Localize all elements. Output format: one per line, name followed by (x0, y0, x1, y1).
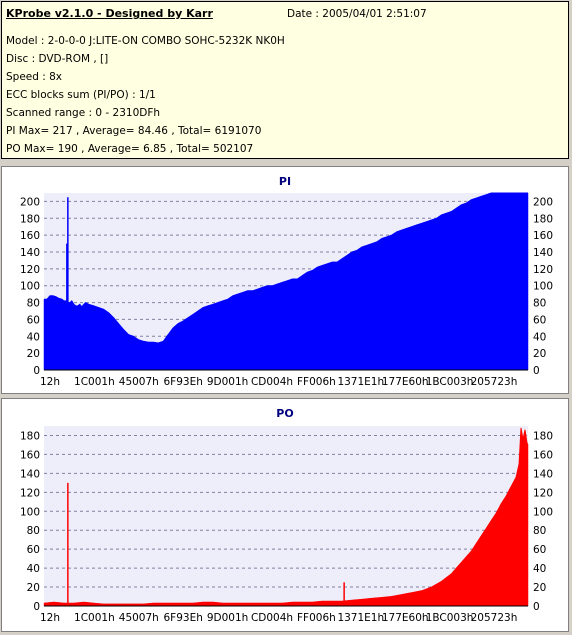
x-tick-label: 6F93Eh (164, 612, 203, 624)
y-tick-label-left: 200 (20, 196, 40, 208)
y-tick-label-right: 80 (533, 298, 546, 310)
x-tick-label: 9D001h (207, 612, 248, 624)
y-tick-label-right: 20 (533, 348, 546, 360)
y-tick-label-right: 60 (533, 314, 546, 326)
y-tick-label-right: 140 (533, 247, 553, 259)
x-tick-label: 177E60h (382, 612, 429, 624)
x-tick-label: FF006h (297, 376, 336, 388)
x-tick-label: 1371E1h (337, 376, 384, 388)
y-tick-label-left: 120 (20, 264, 40, 276)
app-title: KProbe v2.1.0 - Designed by Karr (6, 7, 213, 20)
y-tick-label-left: 60 (27, 544, 40, 556)
x-tick-label: 12h (40, 376, 60, 388)
x-tick-label: FF006h (297, 612, 336, 624)
y-tick-label-right: 60 (533, 544, 546, 556)
y-tick-label-right: 40 (533, 331, 546, 343)
x-tick-label: 9D001h (207, 376, 248, 388)
y-tick-label-left: 100 (20, 506, 40, 518)
y-tick-label-left: 100 (20, 281, 40, 293)
y-tick-label-left: 0 (33, 601, 40, 613)
pi-chart: PI 0 0 20 20 40 40 60 60 80 80 100 100 120 120 140 140 16… (20, 175, 553, 388)
x-tick-label: 1BC003h (426, 612, 474, 624)
y-tick-label-right: 180 (533, 430, 553, 442)
y-tick-label-left: 80 (27, 298, 40, 310)
info-speed: Speed : 8x (6, 71, 63, 83)
x-tick-label: 205723h (471, 376, 518, 388)
x-tick-label: 12h (40, 612, 60, 624)
scan-date: Date : 2005/04/01 2:51:07 (287, 8, 427, 20)
x-tick-label: 1BC003h (426, 376, 474, 388)
info-po-stats: PO Max= 190 , Average= 6.85 , Total= 502… (6, 143, 254, 155)
y-tick-label-left: 20 (27, 582, 40, 594)
y-tick-label-right: 120 (533, 487, 553, 499)
y-tick-label-left: 40 (27, 563, 40, 575)
y-tick-label-left: 0 (33, 365, 40, 377)
x-tick-label: 205723h (471, 612, 518, 624)
info-range: Scanned range : 0 - 2310DFh (6, 107, 161, 119)
y-tick-label-right: 100 (533, 281, 553, 293)
y-tick-label-right: 0 (533, 601, 540, 613)
y-tick-label-right: 160 (533, 449, 553, 461)
y-tick-label-left: 60 (27, 314, 40, 326)
y-tick-label-left: 160 (20, 449, 40, 461)
x-tick-label: 1C001h (74, 376, 115, 388)
y-tick-label-right: 0 (533, 365, 540, 377)
plot-area (44, 426, 528, 606)
y-tick-label-right: 40 (533, 563, 546, 575)
y-tick-label-left: 140 (20, 468, 40, 480)
y-tick-label-left: 80 (27, 525, 40, 537)
x-tick-label: 6F93Eh (164, 376, 203, 388)
po-chart: PO 0 0 20 20 40 40 60 60 80 80 100 100 120 120 140 140 16… (20, 407, 553, 624)
y-tick-label-right: 80 (533, 525, 546, 537)
y-tick-label-left: 140 (20, 247, 40, 259)
y-tick-label-left: 20 (27, 348, 40, 360)
y-tick-label-right: 100 (533, 506, 553, 518)
series-line (43, 427, 529, 605)
y-tick-label-left: 40 (27, 331, 40, 343)
x-tick-label: 45007h (119, 612, 159, 624)
x-tick-label: 177E60h (382, 376, 429, 388)
y-tick-label-left: 180 (20, 213, 40, 225)
x-tick-label: 1371E1h (337, 612, 384, 624)
po-chart-panel: PO 0 0 20 20 40 40 60 60 80 80 100 100 120 120 140 140 16… (1, 398, 569, 632)
y-tick-label-right: 160 (533, 230, 553, 242)
chart-title: PO (276, 407, 293, 420)
y-tick-label-left: 120 (20, 487, 40, 499)
y-tick-label-right: 120 (533, 264, 553, 276)
info-pi-stats: PI Max= 217 , Average= 84.46 , Total= 61… (6, 125, 262, 137)
y-tick-label-left: 180 (20, 430, 40, 442)
info-disc: Disc : DVD-ROM , [] (6, 53, 109, 65)
info-ecc: ECC blocks sum (PI/PO) : 1/1 (6, 89, 156, 101)
x-tick-label: 45007h (119, 376, 159, 388)
y-tick-label-right: 200 (533, 196, 553, 208)
series-line (44, 192, 528, 344)
x-tick-label: 1C001h (74, 612, 115, 624)
y-tick-label-left: 160 (20, 230, 40, 242)
y-tick-label-right: 20 (533, 582, 546, 594)
chart-title: PI (279, 175, 291, 188)
x-tick-label: CD004h (251, 612, 293, 624)
info-panel: KProbe v2.1.0 - Designed by Karr Date : … (1, 1, 569, 159)
x-tick-label: CD004h (251, 376, 293, 388)
pi-chart-panel: PI 0 0 20 20 40 40 60 60 80 80 100 100 120 120 140 140 16… (1, 166, 569, 394)
info-model: Model : 2-0-0-0 J:LITE-ON COMBO SOHC-523… (6, 35, 285, 47)
y-tick-label-right: 180 (533, 213, 553, 225)
y-tick-label-right: 140 (533, 468, 553, 480)
